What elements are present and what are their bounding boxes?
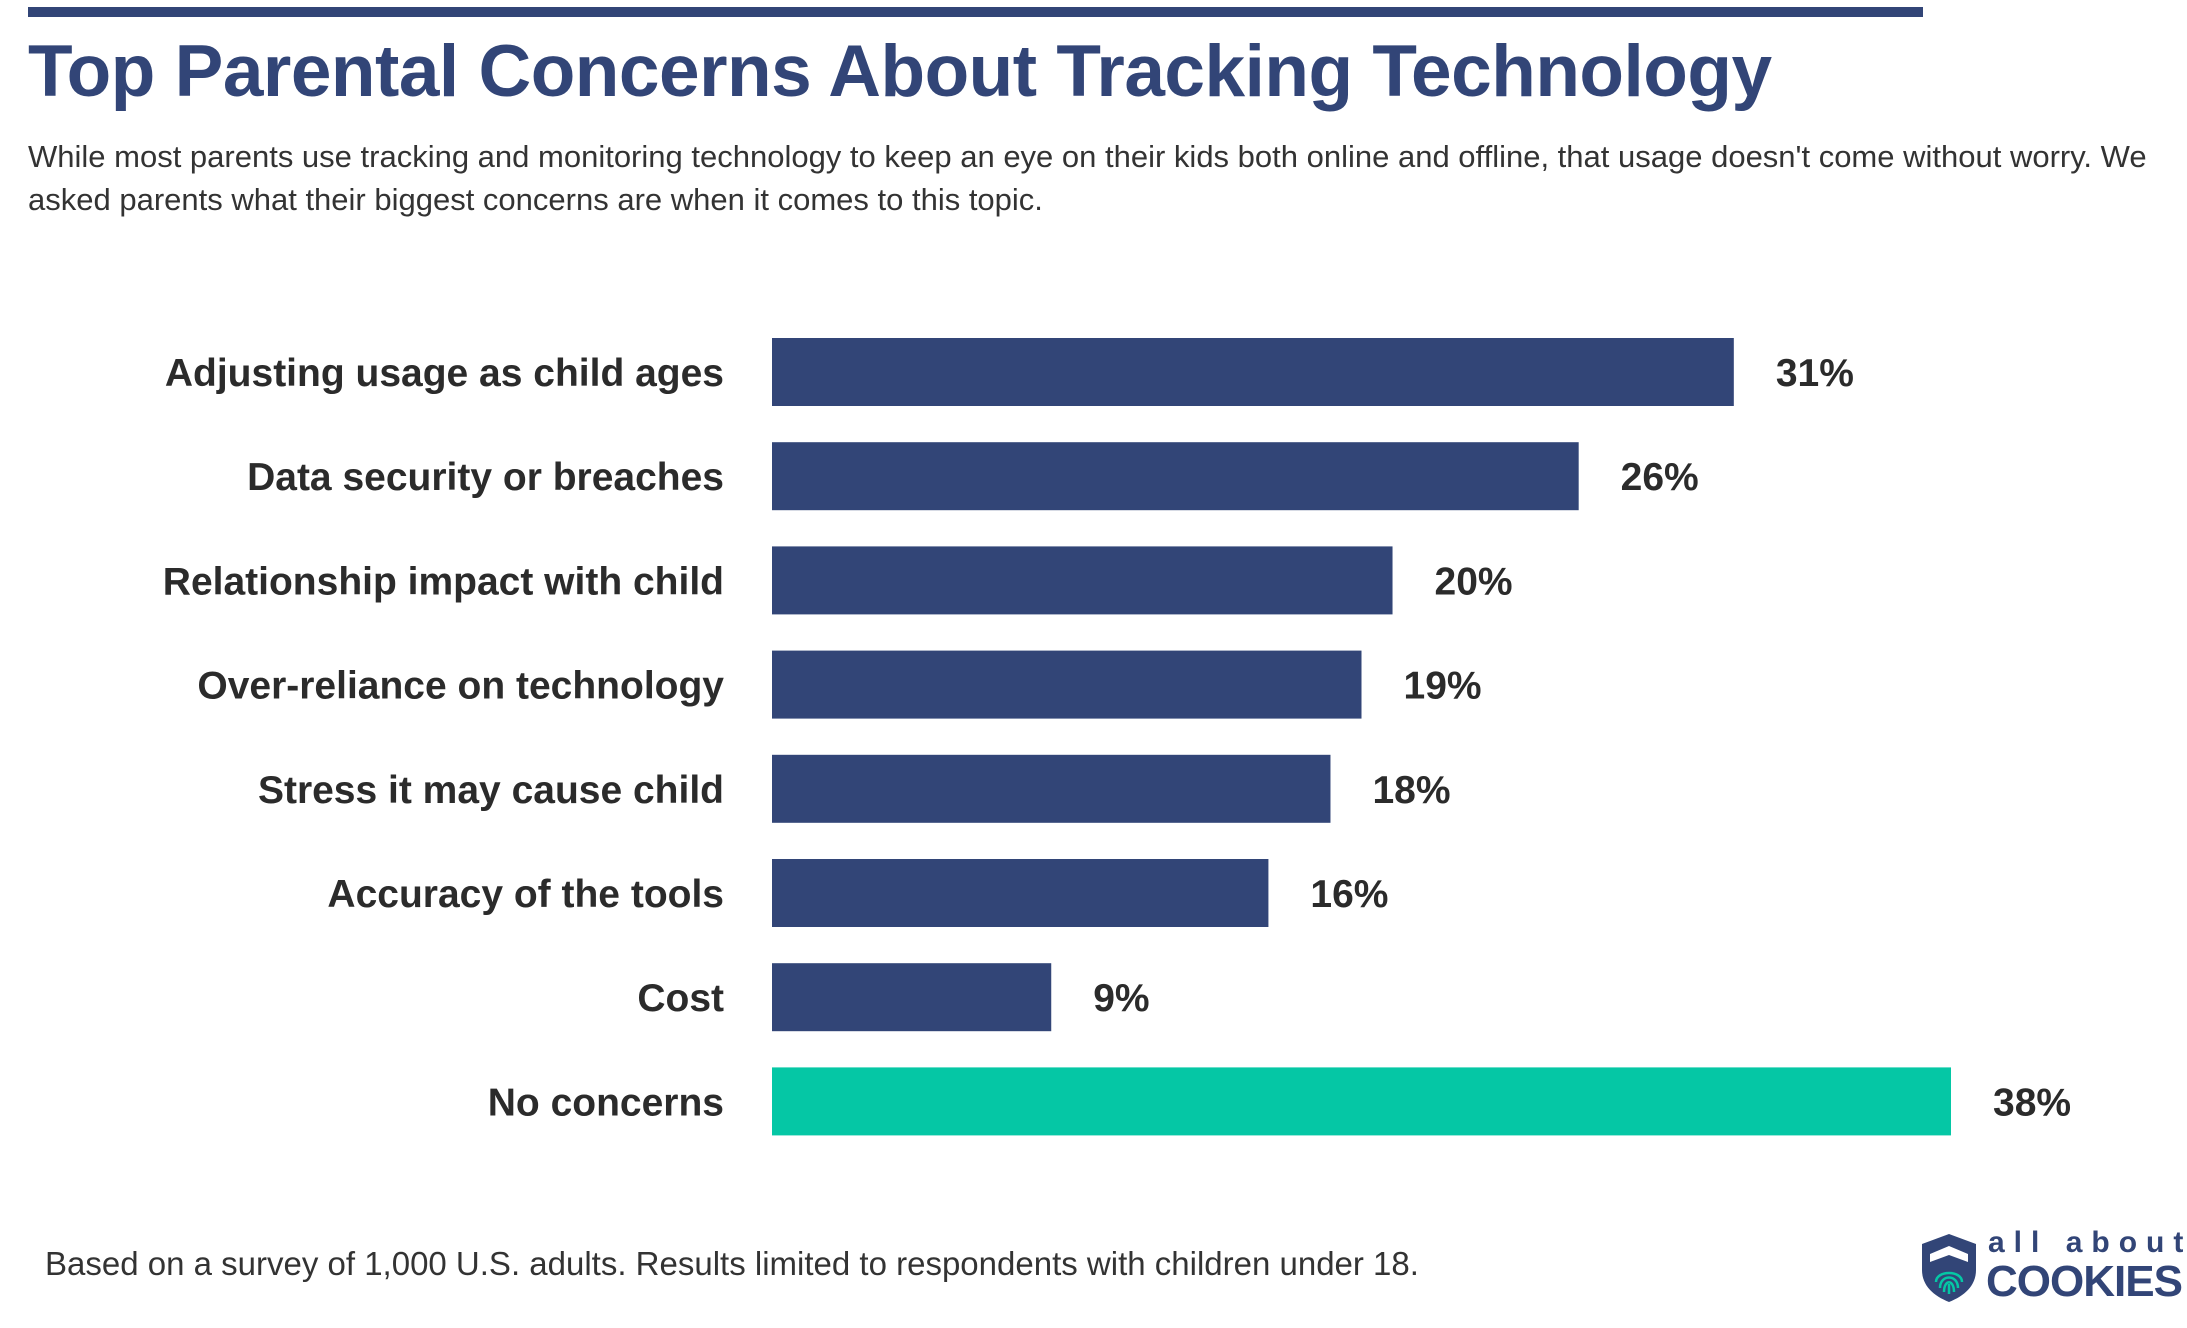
logo-line1: all about — [1988, 1226, 2187, 1259]
category-label: Stress it may cause child — [258, 769, 724, 812]
value-label: 38% — [1993, 1081, 2071, 1124]
bar-no-concerns — [772, 1067, 1951, 1136]
shield-fingerprint-icon — [1922, 1234, 1976, 1302]
footer-note: Based on a survey of 1,000 U.S. adults. … — [45, 1245, 1419, 1282]
bar-stress-it-may-cause-child — [772, 754, 1331, 823]
value-label: 19% — [1404, 665, 1482, 708]
category-label: No concerns — [488, 1081, 724, 1124]
bar-relationship-impact-with-child — [772, 546, 1393, 615]
category-label: Over-reliance on technology — [197, 665, 724, 708]
category-label: Adjusting usage as child ages — [165, 352, 724, 395]
value-label: 18% — [1372, 769, 1450, 812]
category-label: Cost — [637, 977, 724, 1020]
category-label: Data security or breaches — [247, 456, 724, 499]
chart-subtitle: While most parents use tracking and moni… — [28, 139, 2147, 217]
category-label: Relationship impact with child — [163, 560, 724, 603]
chart-title: Top Parental Concerns About Tracking Tec… — [28, 31, 1772, 112]
bar-accuracy-of-the-tools — [772, 859, 1269, 927]
all-about-cookies-logo: all about COOKIES — [1918, 1228, 2183, 1308]
logo-line2: COOKIES — [1986, 1257, 2183, 1306]
bar-data-security-or-breaches — [772, 442, 1579, 511]
top-accent-bar — [28, 7, 1923, 17]
value-label: 20% — [1435, 560, 1513, 603]
bar-chart: Adjusting usage as child ages 31% Data sec… — [163, 338, 2071, 1136]
value-label: 31% — [1776, 352, 1854, 395]
bar-cost — [772, 963, 1052, 1032]
bar-over-reliance-on-technology — [772, 650, 1362, 719]
value-label: 16% — [1310, 873, 1388, 916]
bar-adjusting-usage-as-child-ages — [772, 338, 1734, 406]
value-label: 9% — [1093, 977, 1149, 1020]
value-label: 26% — [1621, 456, 1699, 499]
category-label: Accuracy of the tools — [327, 873, 724, 916]
